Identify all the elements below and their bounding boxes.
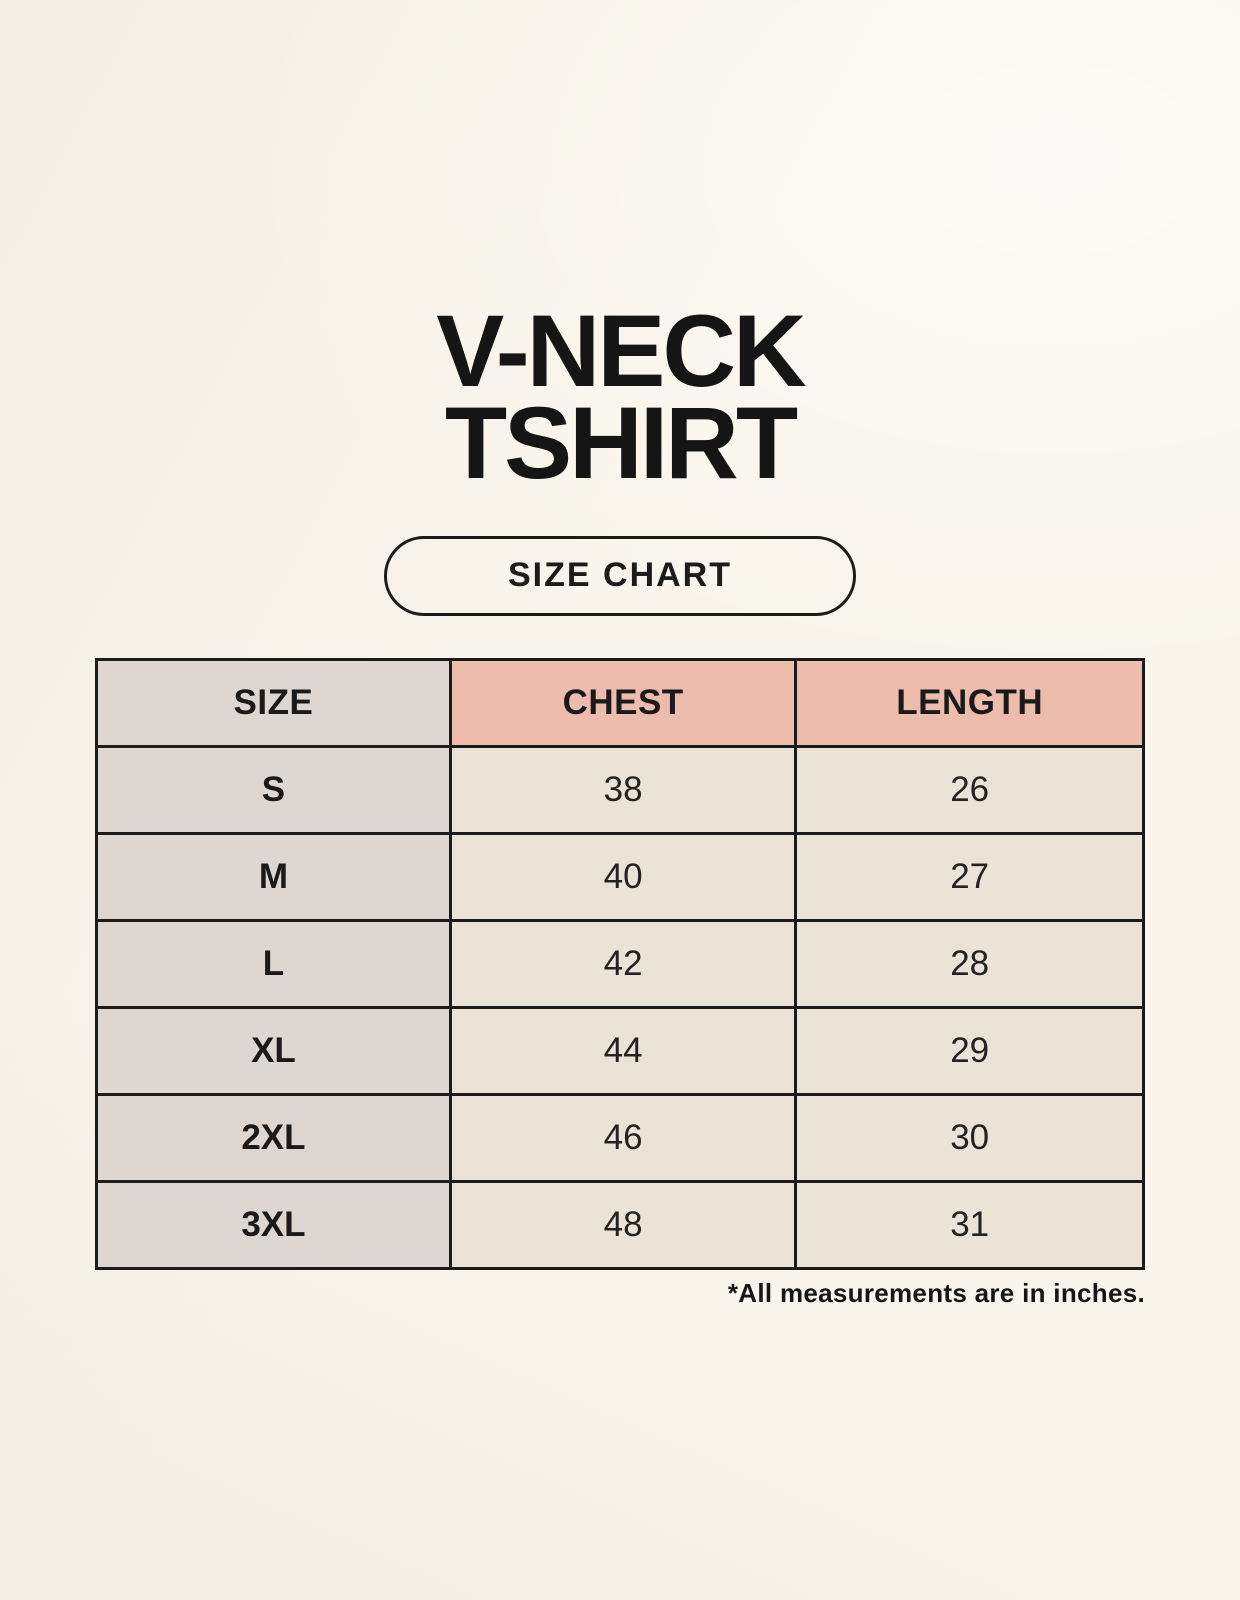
header-length: LENGTH <box>794 657 1145 748</box>
table-header-row: SIZE CHEST LENGTH <box>95 657 1145 748</box>
chest-value: 46 <box>448 1092 798 1183</box>
length-value: 30 <box>794 1092 1145 1183</box>
size-label: 2XL <box>95 1092 452 1183</box>
product-title-line1: V-NECK <box>436 294 806 408</box>
length-value: 31 <box>794 1179 1145 1270</box>
header-size: SIZE <box>95 657 452 748</box>
size-label: M <box>95 831 452 922</box>
product-title-line2: TSHIRT <box>444 385 798 500</box>
table-row-3xl: 3XL 48 31 <box>95 1179 1145 1270</box>
table-row-xl: XL 44 29 <box>95 1005 1145 1096</box>
chest-value: 42 <box>448 918 798 1009</box>
size-chart-badge: SIZE CHART <box>384 535 856 616</box>
size-label: L <box>95 918 452 1009</box>
size-chart-table: SIZE CHEST LENGTH S 38 26 M 40 27 L 42 2… <box>95 657 1145 1270</box>
table-row-m: M 40 27 <box>95 831 1145 922</box>
length-value: 27 <box>794 831 1145 922</box>
size-label: S <box>95 744 452 835</box>
chest-value: 48 <box>448 1179 798 1270</box>
chest-value: 38 <box>448 744 798 835</box>
size-label: 3XL <box>95 1179 452 1270</box>
table-row-s: S 38 26 <box>95 744 1145 835</box>
table-row-l: L 42 28 <box>95 918 1145 1009</box>
size-chart-badge-label: SIZE CHART <box>508 556 732 595</box>
length-value: 26 <box>794 744 1145 835</box>
product-title: V-NECK TSHIRT <box>0 294 1240 500</box>
chest-value: 40 <box>448 831 798 922</box>
measurements-note: *All measurements are in inches. <box>727 1277 1145 1308</box>
chest-value: 44 <box>448 1005 798 1096</box>
size-label: XL <box>95 1005 452 1096</box>
length-value: 29 <box>794 1005 1145 1096</box>
table-row-2xl: 2XL 46 30 <box>95 1092 1145 1183</box>
length-value: 28 <box>794 918 1145 1009</box>
header-chest: CHEST <box>448 657 798 748</box>
